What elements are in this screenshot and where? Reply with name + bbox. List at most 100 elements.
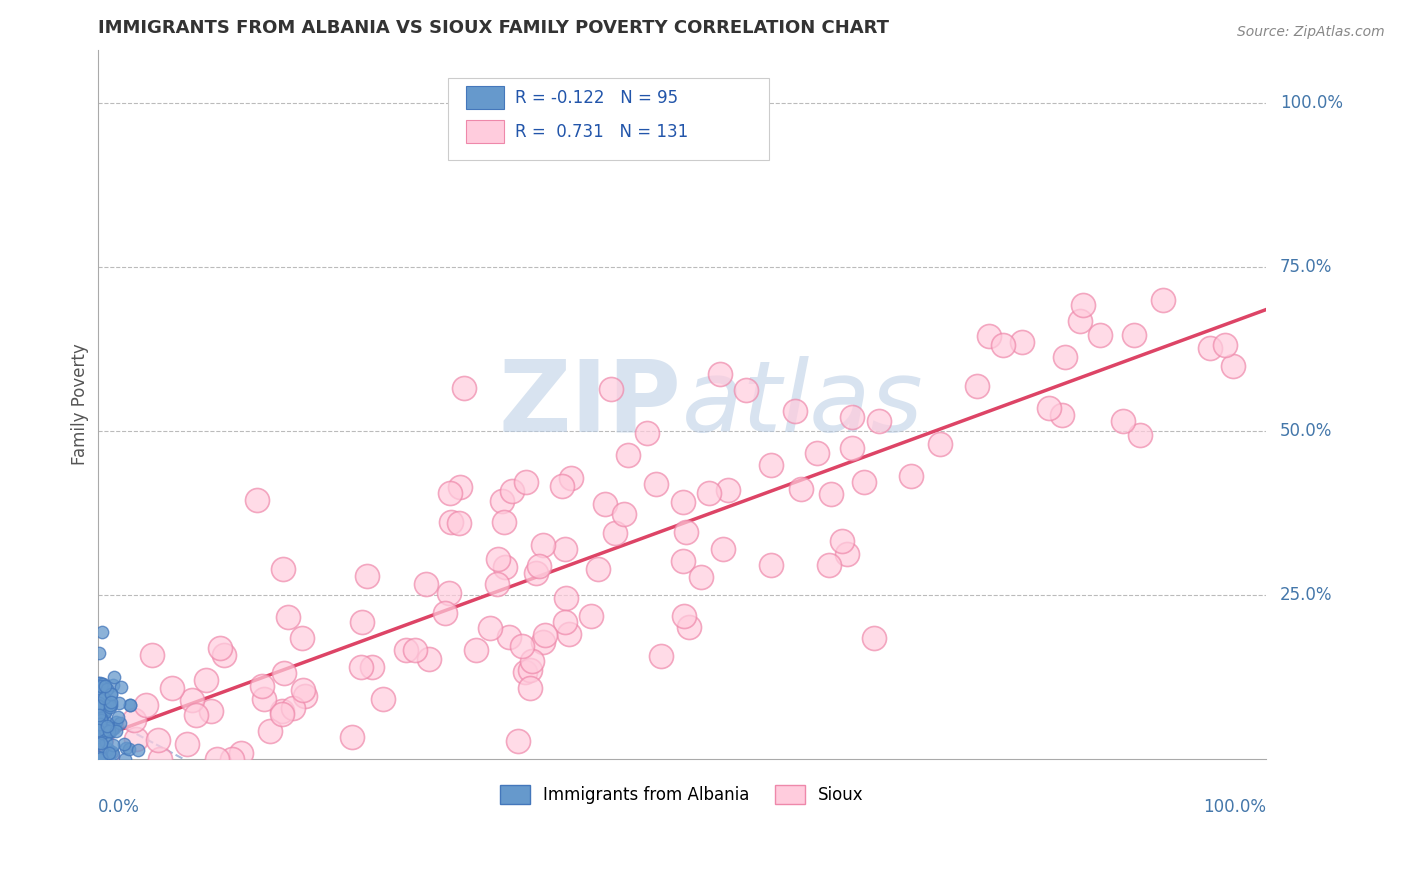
- Point: [135, 698, 157, 713]
- Point: [89, 676, 111, 690]
- Point: [89, 685, 111, 699]
- Point: [415, 577, 437, 591]
- Point: [101, 678, 124, 692]
- Point: [207, 752, 229, 766]
- Point: [87, 698, 110, 713]
- Point: [1088, 327, 1111, 342]
- Point: [87, 698, 110, 713]
- Point: [103, 670, 125, 684]
- Point: [820, 487, 842, 501]
- Point: [557, 627, 579, 641]
- Point: [449, 516, 471, 530]
- Point: [273, 665, 295, 680]
- Point: [717, 483, 740, 497]
- Point: [103, 739, 125, 753]
- Point: [105, 715, 128, 730]
- Point: [690, 570, 713, 584]
- Point: [515, 475, 537, 490]
- Point: [900, 468, 922, 483]
- Y-axis label: Family Poverty: Family Poverty: [72, 343, 89, 466]
- Point: [194, 673, 217, 688]
- Point: [94, 679, 117, 693]
- Point: [350, 615, 373, 629]
- Point: [593, 497, 616, 511]
- Point: [103, 721, 125, 735]
- Point: [613, 508, 636, 522]
- Point: [120, 698, 142, 713]
- Point: [96, 681, 118, 696]
- Point: [373, 692, 395, 706]
- Text: IMMIGRANTS FROM ALBANIA VS SIOUX FAMILY POVERTY CORRELATION CHART: IMMIGRANTS FROM ALBANIA VS SIOUX FAMILY …: [97, 20, 889, 37]
- Point: [616, 448, 638, 462]
- Point: [588, 562, 610, 576]
- Point: [645, 476, 668, 491]
- Text: 75.0%: 75.0%: [1279, 258, 1331, 276]
- Point: [579, 609, 602, 624]
- Point: [531, 538, 554, 552]
- Point: [127, 743, 149, 757]
- Point: [90, 720, 112, 734]
- Point: [519, 663, 541, 677]
- Point: [1111, 414, 1133, 428]
- Point: [90, 751, 112, 765]
- Point: [87, 706, 110, 721]
- Point: [89, 723, 111, 738]
- Point: [510, 639, 533, 653]
- Point: [125, 732, 148, 747]
- Point: [1129, 428, 1152, 442]
- Point: [98, 725, 121, 739]
- Point: [271, 704, 294, 718]
- Text: ZIP: ZIP: [499, 356, 682, 453]
- Point: [108, 716, 131, 731]
- Point: [100, 687, 122, 701]
- Point: [89, 700, 111, 714]
- Point: [449, 480, 471, 494]
- Point: [281, 700, 304, 714]
- Point: [868, 414, 890, 428]
- Point: [292, 682, 315, 697]
- Point: [110, 680, 132, 694]
- Point: [515, 665, 537, 679]
- Point: [87, 730, 110, 744]
- Point: [711, 541, 734, 556]
- Point: [818, 558, 841, 573]
- Point: [160, 681, 183, 695]
- Point: [87, 708, 110, 723]
- Point: [96, 752, 118, 766]
- Point: [783, 404, 806, 418]
- Point: [120, 698, 142, 712]
- Point: [527, 559, 550, 574]
- Point: [835, 547, 858, 561]
- Point: [433, 607, 456, 621]
- Point: [100, 696, 122, 710]
- Point: [90, 689, 112, 703]
- Point: [101, 723, 124, 737]
- Point: [453, 381, 475, 395]
- Point: [94, 705, 117, 719]
- Point: [1198, 341, 1220, 355]
- Text: 25.0%: 25.0%: [1279, 586, 1333, 604]
- Point: [853, 475, 876, 489]
- Text: R =  0.731   N = 131: R = 0.731 N = 131: [515, 122, 688, 141]
- Point: [759, 558, 782, 572]
- Point: [221, 752, 243, 766]
- Point: [533, 634, 555, 648]
- Point: [252, 679, 274, 693]
- Point: [90, 714, 112, 728]
- Point: [100, 698, 122, 713]
- Point: [966, 378, 988, 392]
- Point: [93, 691, 115, 706]
- Point: [1054, 350, 1077, 364]
- Point: [89, 717, 111, 731]
- Point: [100, 687, 122, 701]
- Point: [600, 382, 623, 396]
- Point: [93, 706, 115, 720]
- Point: [96, 719, 118, 733]
- Point: [977, 329, 1000, 343]
- Point: [94, 724, 117, 739]
- Point: [97, 721, 120, 735]
- Point: [709, 368, 731, 382]
- Point: [494, 560, 516, 574]
- Point: [214, 648, 236, 662]
- Point: [229, 746, 252, 760]
